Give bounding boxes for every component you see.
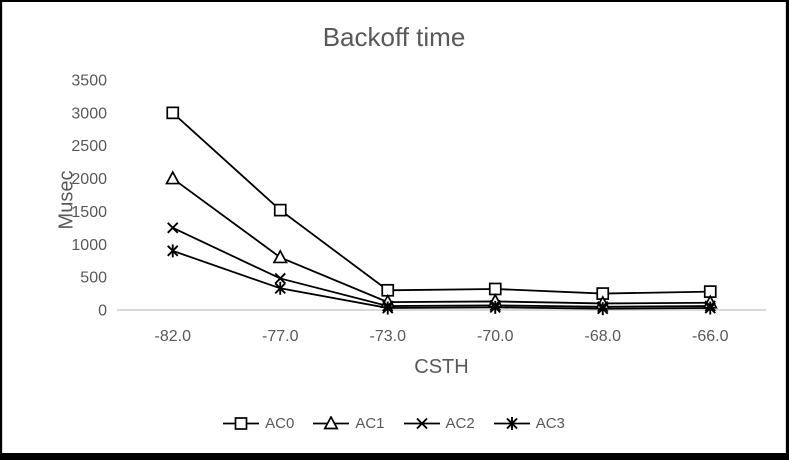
legend-marker-x-icon bbox=[403, 417, 440, 430]
legend: AC0 AC1 AC2 AC3 bbox=[3, 415, 785, 432]
marker-star-icon bbox=[597, 302, 609, 316]
marker-star-icon bbox=[274, 281, 286, 295]
marker-star-icon bbox=[704, 301, 716, 315]
legend-item-AC3: AC3 bbox=[493, 415, 565, 432]
y-tick-label: 1500 bbox=[71, 204, 107, 221]
marker-star-icon bbox=[167, 244, 179, 258]
legend-label: AC3 bbox=[535, 415, 565, 432]
series-line-AC2 bbox=[172, 227, 711, 308]
legend-label: AC1 bbox=[355, 415, 385, 432]
legend-item-AC2: AC2 bbox=[403, 415, 475, 432]
marker-star-icon bbox=[489, 300, 501, 314]
legend-item-AC0: AC0 bbox=[223, 415, 294, 432]
marker-triangle-icon bbox=[165, 170, 181, 185]
y-tick-label: 3000 bbox=[71, 105, 107, 122]
y-tick-label: 500 bbox=[80, 270, 107, 287]
series-line-AC1 bbox=[172, 177, 711, 305]
x-tick-label: -77.0 bbox=[262, 328, 299, 345]
series-line-AC3 bbox=[172, 250, 711, 310]
legend-marker-star-icon bbox=[493, 417, 530, 430]
y-tick-label: 2500 bbox=[71, 138, 107, 155]
marker-star-icon bbox=[506, 417, 518, 430]
y-tick-label: 3500 bbox=[71, 73, 107, 90]
marker-square-icon bbox=[273, 203, 287, 217]
x-tick-label: -66.0 bbox=[692, 328, 729, 345]
legend-marker-triangle-icon bbox=[313, 416, 350, 430]
marker-triangle-icon bbox=[272, 249, 288, 264]
marker-square-icon bbox=[166, 106, 180, 120]
x-tick-label: -70.0 bbox=[477, 328, 514, 345]
x-tick-label: -82.0 bbox=[155, 328, 192, 345]
plot-area: 0 500 1000 1500 2000 2500 3000 3500 -82.0 -77.0 -7… bbox=[71, 73, 766, 345]
y-tick-label: 2000 bbox=[71, 171, 107, 188]
chart-title: Backoff time bbox=[322, 22, 466, 52]
chart-canvas: Backoff time Musec 0 500 1000 1500 2000 2500 3… bbox=[2, 2, 786, 453]
marker-star-icon bbox=[382, 301, 394, 315]
x-axis-title: CSTH bbox=[414, 356, 469, 378]
y-tick-label: 0 bbox=[98, 303, 107, 320]
legend-marker-square-icon bbox=[223, 417, 260, 430]
x-tick-label: -73.0 bbox=[370, 328, 407, 345]
y-tick-label: 1000 bbox=[71, 237, 107, 254]
marker-square-icon bbox=[488, 282, 502, 296]
series-line-AC0 bbox=[172, 112, 711, 295]
marker-square-icon bbox=[234, 417, 248, 430]
legend-label: AC2 bbox=[445, 415, 475, 432]
legend-item-AC1: AC1 bbox=[313, 415, 385, 432]
marker-x-icon bbox=[274, 272, 286, 285]
legend-label: AC0 bbox=[265, 415, 295, 432]
marker-x-icon bbox=[167, 222, 179, 234]
marker-triangle-icon bbox=[323, 416, 339, 430]
marker-x-icon bbox=[415, 417, 428, 430]
x-tick-label: -68.0 bbox=[585, 328, 622, 345]
